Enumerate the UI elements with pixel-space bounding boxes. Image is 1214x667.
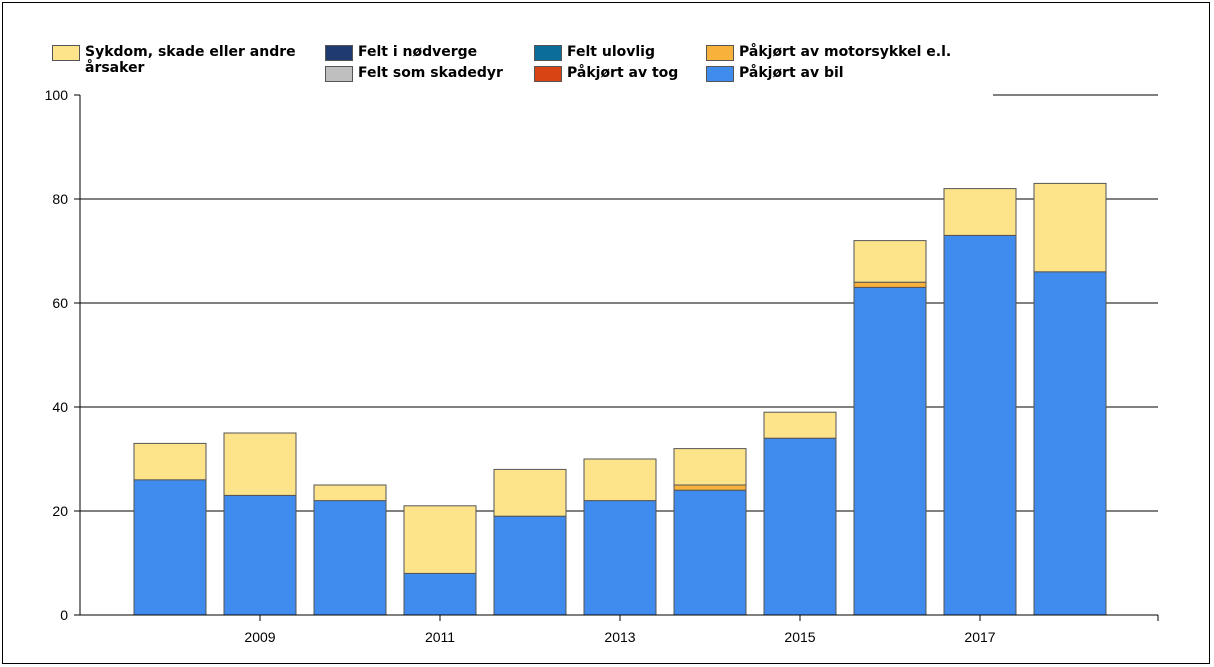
legend-item-sykdom: Sykdom, skade eller andre årsaker: [52, 44, 305, 76]
axes: [74, 94, 1159, 621]
legend-label-felt-ulovlig: Felt ulovlig: [567, 44, 655, 60]
legend-swatch-felt-som-skadedyr: [325, 66, 353, 82]
legend-item-pakjort-av-tog: Påkjørt av tog: [534, 65, 678, 82]
x-tick-label: 2017: [964, 629, 995, 645]
bar-segment: [853, 281, 927, 288]
legend-swatch-felt-i-nodverge: [325, 45, 353, 61]
x-tick-label: 2013: [604, 629, 635, 645]
x-tick-label: 2015: [784, 629, 815, 645]
bar-segment: [853, 286, 927, 616]
y-tick-label: 60: [52, 295, 68, 311]
bar-segment: [133, 479, 207, 616]
y-tick-labels: 0 20 40 60 80 100: [45, 87, 69, 623]
legend-item-felt-i-nodverge: Felt i nødverge: [325, 44, 477, 61]
bar-segment: [673, 484, 747, 491]
bar-segment: [673, 448, 747, 486]
bar-segment: [493, 515, 567, 616]
bar-segment: [313, 484, 387, 502]
legend-item-pakjort-av-bil: Påkjørt av bil: [706, 65, 844, 82]
bar-segment: [763, 437, 837, 616]
bar-segment: [133, 442, 207, 481]
legend-label-pakjort-av-bil: Påkjørt av bil: [739, 65, 844, 81]
legend-item-felt-ulovlig: Felt ulovlig: [534, 44, 655, 61]
legend-label-pakjort-av-tog: Påkjørt av tog: [567, 65, 679, 81]
y-tick-label: 40: [52, 399, 68, 415]
x-tick-labels: 2009 2011 2013 2015 2017: [244, 629, 995, 645]
legend-label-felt-som-skadedyr: Felt som skadedyr: [358, 65, 503, 81]
x-tick-label: 2009: [244, 629, 275, 645]
bar-segment: [853, 240, 927, 283]
legend-label-sykdom: Sykdom, skade eller andre årsaker: [85, 44, 296, 76]
y-tick-label: 0: [60, 607, 68, 623]
bar-segment: [583, 500, 657, 616]
bar-segment: [493, 468, 567, 517]
legend-label-felt-i-nodverge: Felt i nødverge: [358, 44, 478, 60]
y-tick-label: 20: [52, 503, 68, 519]
legend-label-pakjort-av-motorsykkel: Påkjørt av motorsykkel e.l.: [739, 44, 952, 60]
bar-segment: [583, 458, 657, 502]
bar-segment: [223, 494, 297, 616]
bar-segment: [1033, 182, 1107, 273]
legend-item-pakjort-av-motorsykkel: Påkjørt av motorsykkel e.l.: [706, 44, 951, 61]
bar-segment: [763, 411, 837, 439]
bar-segment: [313, 500, 387, 616]
x-tick-label: 2011: [425, 629, 455, 645]
bar-segment: [673, 489, 747, 616]
y-tick-label: 80: [52, 191, 68, 207]
legend-swatch-felt-ulovlig: [534, 45, 562, 61]
legend-swatch-pakjort-av-tog: [534, 66, 562, 82]
legend-swatch-pakjort-av-bil: [706, 66, 734, 82]
bar-segment: [403, 572, 477, 616]
legend-item-felt-som-skadedyr: Felt som skadedyr: [325, 65, 503, 82]
bar-segment: [943, 188, 1017, 236]
y-tick-label: 100: [45, 87, 69, 103]
legend-swatch-sykdom: [52, 45, 80, 61]
bars: [133, 182, 1107, 616]
bar-segment: [403, 505, 477, 574]
bar-segment: [223, 432, 297, 496]
bar-segment: [943, 234, 1017, 616]
legend-swatch-pakjort-av-motorsykkel: [706, 45, 734, 61]
bar-segment: [1033, 271, 1107, 616]
